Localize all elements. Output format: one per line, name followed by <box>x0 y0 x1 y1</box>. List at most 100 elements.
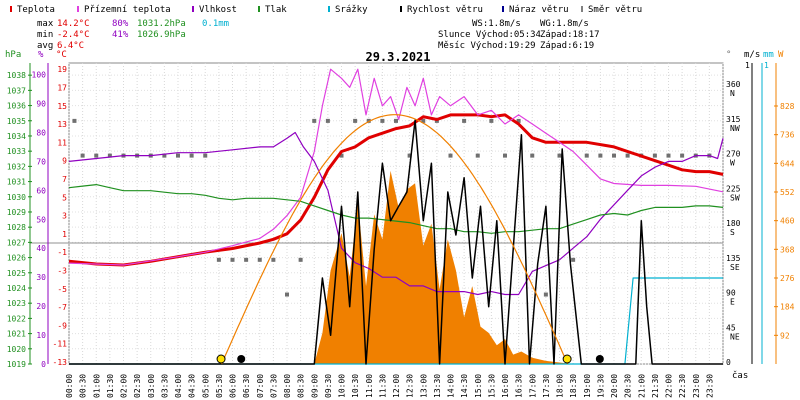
series-přízemní-teplota <box>68 68 724 266</box>
wind-dir-point <box>176 153 180 158</box>
tick-label-pressure: 1022 <box>7 314 26 323</box>
astro-info: WS:1.8m/s WG:1.8m/s Slunce Východ:05:34 … <box>438 19 600 51</box>
x-tick-label: 14:30 <box>460 374 469 398</box>
legend-item: Vlhkost <box>199 5 237 15</box>
tick-label-temperature: -9 <box>57 321 67 330</box>
legend-item: Tlak <box>265 5 287 15</box>
tick-label-pressure: 1033 <box>7 147 26 156</box>
tick-label-wind-dir: 135 <box>726 254 741 263</box>
unit-degc: °C <box>56 50 67 60</box>
stat-max-press: 1031.2hPa <box>137 19 186 29</box>
tick-label-temperature: 19 <box>57 65 67 74</box>
wind-dir-point <box>230 257 235 262</box>
tick-label-pressure: 1035 <box>7 117 26 126</box>
x-tick-label: 01:00 <box>92 374 101 398</box>
wind-dir-point <box>107 153 112 158</box>
wind-dir-point <box>216 257 221 262</box>
x-tick-label: 08:00 <box>283 374 292 398</box>
wind-dir-point <box>189 153 194 158</box>
tick-label-solar: 368 <box>780 245 795 254</box>
wind-dir-point <box>421 118 426 123</box>
tick-label-pressure: 1023 <box>7 299 26 308</box>
tick-label-rain: 1 <box>764 61 769 70</box>
x-axis-labels: 00:00 00:30 01:00 01:30 02:00 02:30 03:00 03:30… <box>65 374 714 398</box>
x-tick-label: 06:00 <box>229 374 238 398</box>
tick-label-wind-dir: 45 <box>726 323 736 332</box>
tick-label-compass: S <box>730 228 735 237</box>
stat-max-temp: 14.2°C <box>57 19 90 29</box>
tick-label-temperature: 7 <box>62 175 67 184</box>
moonset-icon <box>237 355 246 363</box>
wind-dir-point <box>571 257 576 262</box>
tick-label-solar: 828 <box>780 102 795 111</box>
stat-max-rain: 0.1mm <box>202 19 229 29</box>
wind-dir-point <box>666 153 671 158</box>
legend-item: Srážky <box>335 5 368 15</box>
chart-title: 29.3.2021 <box>365 50 430 64</box>
wind-dir-point <box>448 153 453 158</box>
plot-area <box>68 68 724 365</box>
tick-label-pressure: 1036 <box>7 102 26 111</box>
tick-label-humidity: 20 <box>36 302 46 311</box>
tick-label-pressure: 1038 <box>7 71 26 80</box>
tick-label-pressure: 1025 <box>7 269 26 278</box>
info-moon-set: Západ:6:19 <box>540 41 594 51</box>
tick-label-temperature: 1 <box>62 230 67 239</box>
wind-dir-point <box>394 118 398 123</box>
info-wg: WG:1.8m/s <box>540 19 589 29</box>
tick-label-compass: SE <box>730 263 740 272</box>
tick-label-humidity: 90 <box>36 100 46 109</box>
x-tick-label: 19:00 <box>583 374 592 398</box>
tick-label-humidity: 0 <box>41 360 46 369</box>
x-tick-label: 13:00 <box>419 374 428 398</box>
wind-dir-point <box>680 153 685 158</box>
x-tick-label: 04:30 <box>188 374 197 398</box>
x-tick-label: 06:30 <box>242 374 251 398</box>
x-tick-label: 00:30 <box>79 374 88 398</box>
legend-item: Teplota <box>17 5 55 15</box>
wind-dir-point <box>462 118 467 123</box>
x-tick-label: 22:30 <box>678 374 687 398</box>
wind-dir-point <box>80 153 85 158</box>
legend-item: Přízemní teplota <box>84 5 171 15</box>
legend-item: Směr větru <box>588 5 642 15</box>
info-sun-set: Západ:18:17 <box>540 30 600 40</box>
info-moon-rise: Měsíc Východ:19:29 <box>438 41 536 51</box>
wind-dir-point <box>503 153 507 158</box>
x-tick-label: 00:00 <box>65 374 74 398</box>
info-sun-rise: Slunce Východ:05:34 <box>438 30 541 40</box>
series-sluneční-záření <box>221 114 569 365</box>
wind-dir-point <box>298 257 303 262</box>
tick-label-compass: E <box>730 298 735 307</box>
tick-label-humidity: 30 <box>36 273 46 282</box>
stat-min-temp: -2.4°C <box>57 30 90 40</box>
wind-dir-point <box>285 292 289 297</box>
x-tick-label: 15:00 <box>474 374 483 398</box>
tick-label-temperature: 15 <box>57 102 67 111</box>
axes: 1019102010211022102310241025102610271028… <box>7 61 795 369</box>
legend-item: Náraz větru <box>509 5 569 15</box>
x-tick-label: 02:30 <box>133 374 142 398</box>
tick-label-wind-dir: 90 <box>726 289 736 298</box>
tick-label-wind-dir: 270 <box>726 150 741 159</box>
x-tick-label: 16:00 <box>501 374 510 398</box>
unit-mm: mm <box>763 50 774 60</box>
wind-dir-point <box>557 153 562 158</box>
tick-label-solar: 276 <box>780 274 795 283</box>
tick-label-pressure: 1037 <box>7 86 26 95</box>
info-ws: WS:1.8m/s <box>472 19 521 29</box>
x-tick-label: 01:30 <box>106 374 115 398</box>
x-tick-label: 23:00 <box>692 374 701 398</box>
x-tick-label: 07:30 <box>269 374 278 398</box>
wind-dir-point <box>543 292 548 297</box>
tick-label-temperature: -5 <box>57 285 67 294</box>
wind-dir-point <box>530 153 535 158</box>
tick-label-pressure: 1020 <box>7 345 26 354</box>
tick-label-wind-dir: 180 <box>726 219 741 228</box>
x-tick-label: 12:30 <box>406 374 415 398</box>
unit-w: W <box>778 50 784 60</box>
sunrise-icon <box>216 354 226 364</box>
unit-hpa: hPa <box>5 50 21 60</box>
x-tick-label: 03:00 <box>147 374 156 398</box>
wind-dir-point <box>312 118 317 123</box>
